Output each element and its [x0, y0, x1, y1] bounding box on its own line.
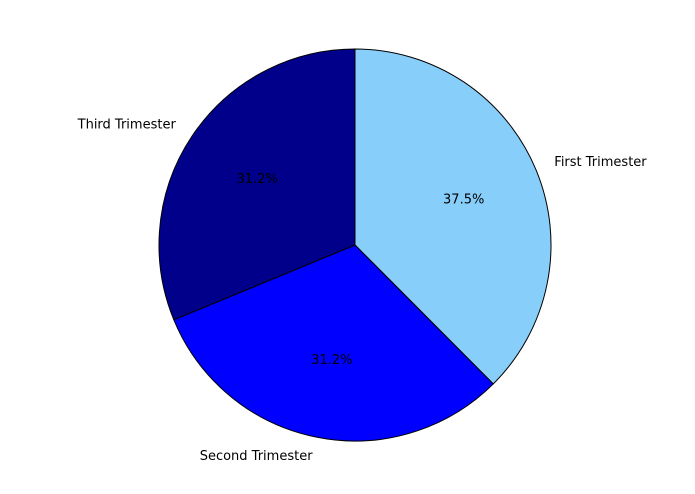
pie-slice-third-trimester — [158, 48, 356, 321]
pie-slice-first-trimester — [354, 48, 552, 385]
pie-category-label-second-trimester: Second Trimester — [200, 449, 313, 464]
pie-category-label-first-trimester: First Trimester — [554, 155, 647, 170]
pie-slice-second-trimester — [173, 244, 494, 442]
pie-category-label-third-trimester: Third Trimester — [77, 118, 177, 133]
pie-labels: 37.5% First Trimester 31.2% Second Trimeste… — [77, 118, 648, 464]
pie-slices — [158, 48, 552, 442]
pie-percent-label-first-trimester: 37.5% — [443, 193, 484, 208]
pie-percent-label-second-trimester: 31.2% — [311, 353, 352, 368]
pie-percent-label-third-trimester: 31.2% — [237, 172, 278, 187]
